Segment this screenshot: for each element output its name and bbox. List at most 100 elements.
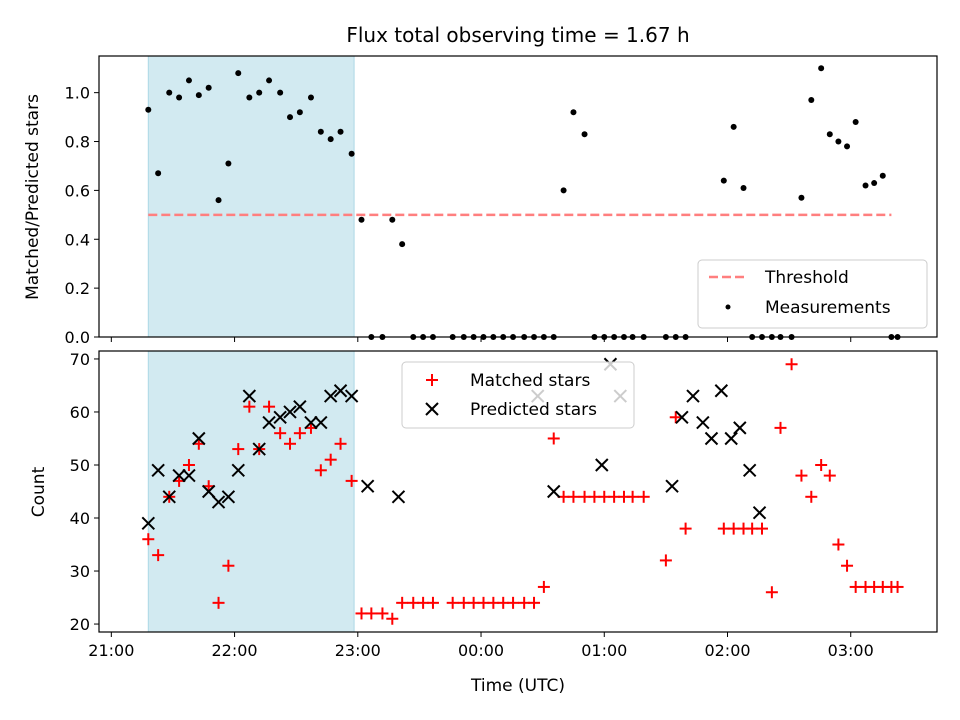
predicted-star-point — [262, 415, 276, 430]
predicted-star-point — [314, 415, 328, 430]
predicted-legend-label: Predicted stars — [470, 400, 597, 420]
predicted-star-stroke-b — [252, 442, 266, 456]
count-y-tick-label: 30 — [70, 562, 90, 581]
measurement-point — [844, 143, 851, 150]
ratio-observing-window — [147, 55, 355, 338]
matched-star-point — [365, 607, 378, 620]
ratio-y-tick-label: 0.0 — [65, 328, 90, 347]
x-tick-label: 02:00 — [704, 641, 750, 660]
chart-title: Flux total observing time = 1.67 h — [346, 23, 689, 47]
predicted-star-point — [141, 516, 156, 531]
matched-star-point — [805, 490, 818, 503]
predicted-star-point — [665, 479, 679, 493]
predicted-star-stroke-b — [293, 399, 307, 414]
count-y-tick-label: 20 — [70, 615, 90, 634]
predicted-star-stroke-b — [595, 458, 609, 472]
measurement-point — [145, 106, 152, 113]
matched-star-point — [669, 411, 682, 424]
measurement-point — [570, 109, 577, 116]
x-tick-label: 01:00 — [581, 641, 627, 660]
predicted-star-point — [360, 479, 375, 493]
predicted-star-stroke-b — [141, 516, 156, 531]
predicted-star-stroke-b — [714, 384, 729, 398]
predicted-star-stroke-b — [314, 415, 328, 430]
predicted-star-stroke-b — [242, 389, 257, 403]
predicted-star-point — [733, 421, 747, 435]
predicted-star-point — [344, 389, 359, 403]
matched-star-point — [243, 400, 256, 413]
measurement-point — [205, 84, 212, 91]
measurement-point — [808, 96, 815, 103]
predicted-star-stroke-b — [151, 463, 165, 477]
measurement-point — [256, 89, 263, 96]
measurement-point — [399, 241, 406, 248]
matched-star-point — [528, 596, 541, 609]
predicted-star-stroke-b — [211, 495, 226, 509]
measurement-point — [720, 177, 727, 184]
measurement-point — [358, 216, 365, 223]
matched-star-point — [567, 490, 580, 503]
matched-star-point — [263, 400, 276, 413]
predicted-star-point — [547, 484, 561, 499]
predicted-star-point — [182, 468, 196, 483]
measurement-point — [581, 131, 588, 138]
predicted-legend-swatch — [425, 402, 439, 416]
count-y-tick-label: 40 — [70, 509, 90, 528]
predicted-star-point — [151, 463, 165, 477]
predicted-star-stroke-b — [262, 415, 276, 430]
measurement-point — [185, 77, 192, 84]
predicted-star-stroke-b — [742, 463, 757, 477]
predicted-star-stroke-b — [665, 479, 679, 493]
predicted-star-point — [293, 399, 307, 414]
predicted-star-point — [752, 506, 767, 520]
count-legend: Matched stars Predicted stars — [401, 361, 635, 429]
matched-star-point — [679, 522, 692, 535]
predicted-star-point — [333, 384, 348, 398]
measurement-point — [327, 136, 334, 143]
predicted-star-stroke-b — [696, 415, 710, 430]
x-tick-label: 23:00 — [335, 641, 381, 660]
predicted-star-stroke-b — [333, 384, 348, 398]
matched-star-point — [426, 596, 439, 609]
matched-star-point — [785, 358, 798, 371]
measurement-point — [826, 131, 833, 138]
measurement-point — [307, 94, 314, 101]
matched-star-point — [222, 559, 235, 572]
predicted-star-point — [172, 468, 186, 483]
predicted-star-stroke-b — [273, 410, 287, 424]
ratio-legend: Threshold Measurements — [697, 259, 928, 329]
measurement-point — [740, 184, 747, 191]
count-y-tick-label: 60 — [70, 403, 90, 422]
x-tick-label: 00:00 — [458, 641, 504, 660]
ratio-y-tick-label: 1.0 — [65, 84, 90, 103]
matched-star-point — [659, 554, 672, 567]
matched-star-point — [314, 464, 327, 477]
predicted-star-stroke-b — [201, 484, 216, 499]
predicted-star-stroke-b — [686, 389, 700, 403]
measurement-point — [389, 216, 396, 223]
predicted-star-point — [696, 415, 710, 430]
predicted-star-point — [323, 389, 338, 403]
ratio-y-tick-label: 0.6 — [65, 181, 90, 200]
matched-legend-label: Matched stars — [470, 371, 590, 391]
predicted-star-stroke-b — [162, 490, 176, 504]
predicted-star-stroke-b — [182, 468, 196, 483]
predicted-star-stroke-b — [547, 484, 561, 499]
matched-star-point — [637, 490, 650, 503]
predicted-star-point — [252, 442, 266, 456]
ratio-panel: 0.0 0.2 0.4 0.6 0.8 1.0 — [65, 55, 938, 347]
measurement-point — [176, 94, 183, 101]
predicted-star-stroke-b — [733, 421, 747, 435]
matched-star-point — [832, 538, 845, 551]
threshold-legend-label: Threshold — [764, 268, 849, 288]
measurement-point — [862, 182, 869, 189]
matched-star-point — [293, 427, 306, 440]
matched-star-point — [376, 607, 389, 620]
measurement-point — [287, 114, 294, 121]
count-axes-frame — [98, 350, 938, 633]
predicted-star-point — [704, 431, 719, 446]
predicted-star-point — [192, 431, 206, 446]
measurement-point — [235, 70, 242, 77]
predicted-star-point — [231, 463, 245, 477]
matched-star-point — [626, 490, 639, 503]
